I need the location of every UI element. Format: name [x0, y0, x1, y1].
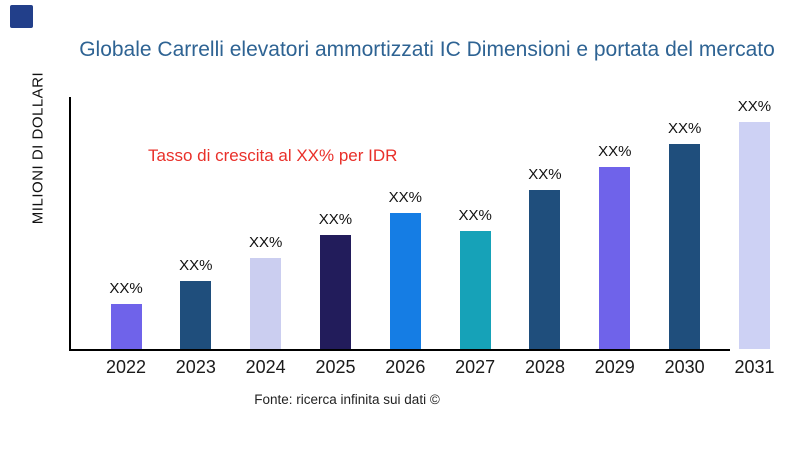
- bar-value-label-2030: XX%: [667, 120, 702, 138]
- x-tick-label-2026: 2026: [385, 357, 426, 377]
- bar-2031: [738, 121, 770, 349]
- source-note: Fonte: ricerca infinita sui dati ©: [254, 392, 440, 407]
- bar-value-label-2025: XX%: [318, 211, 353, 229]
- corner-square: [10, 5, 33, 28]
- bar-2030: [669, 144, 701, 349]
- bar-2023: [180, 280, 212, 349]
- x-tick-label-2024: 2024: [245, 357, 286, 377]
- bar-2024: [250, 258, 282, 349]
- x-tick-label-2022: 2022: [105, 357, 147, 377]
- bar-value-label-2026: XX%: [388, 188, 422, 206]
- bar-value-label-2027: XX%: [458, 206, 492, 224]
- x-tick-label-2027: 2027: [455, 357, 496, 377]
- bar-value-label-2024: XX%: [248, 234, 283, 251]
- x-tick-label-2023: 2023: [175, 357, 216, 377]
- bar-2022: [110, 303, 142, 349]
- bar-2026: [389, 212, 421, 349]
- y-axis-line: [69, 97, 71, 351]
- bar-value-label-2022: XX%: [109, 279, 143, 297]
- growth-rate-annotation: Tasso di crescita al XX% per IDR: [148, 146, 398, 165]
- bar-2025: [319, 235, 351, 349]
- x-tick-label-2025: 2025: [315, 357, 356, 377]
- x-tick-label-2031: 2031: [734, 357, 775, 377]
- y-axis-label: MILIONI DI DOLLARI: [29, 71, 47, 225]
- bar-value-label-2028: XX%: [528, 165, 562, 183]
- bar-2027: [459, 230, 491, 349]
- chart-title: Globale Carrelli elevatori ammortizzati …: [79, 38, 775, 61]
- bar-2028: [529, 189, 561, 349]
- bar-2029: [599, 167, 631, 349]
- bar-value-label-2023: XX%: [179, 256, 213, 274]
- bar-value-label-2031: XX%: [737, 97, 772, 115]
- bar-value-label-2029: XX%: [598, 143, 632, 160]
- x-tick-label-2030: 2030: [664, 357, 705, 377]
- x-tick-label-2029: 2029: [594, 357, 635, 377]
- x-tick-label-2028: 2028: [524, 357, 565, 377]
- x-axis-line: [69, 349, 730, 351]
